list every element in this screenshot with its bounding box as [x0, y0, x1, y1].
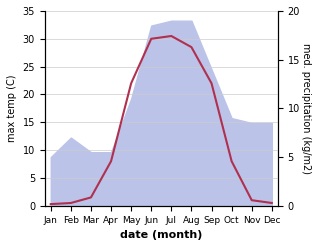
Y-axis label: med. precipitation (kg/m2): med. precipitation (kg/m2): [301, 43, 311, 174]
X-axis label: date (month): date (month): [120, 230, 203, 240]
Y-axis label: max temp (C): max temp (C): [7, 75, 17, 142]
